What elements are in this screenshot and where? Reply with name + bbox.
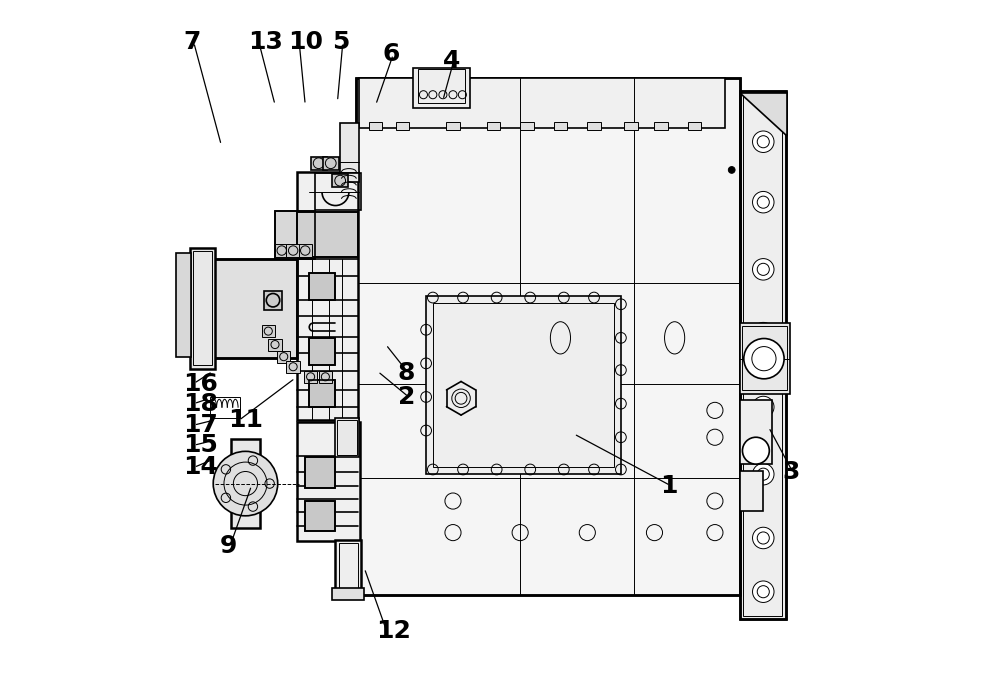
Bar	[275, 211, 315, 259]
Bar	[305, 458, 335, 488]
Bar	[520, 122, 534, 130]
Bar	[433, 303, 614, 468]
Bar	[311, 157, 327, 170]
Text: 16: 16	[183, 371, 218, 396]
Bar	[396, 122, 409, 130]
Bar	[309, 338, 335, 365]
Bar	[299, 244, 312, 257]
Bar	[262, 325, 275, 337]
Text: 12: 12	[376, 618, 411, 643]
Bar	[264, 291, 282, 310]
Bar	[297, 211, 358, 257]
Bar	[297, 211, 358, 257]
Bar	[426, 296, 621, 474]
Bar	[315, 174, 361, 210]
Bar	[332, 174, 348, 187]
Bar	[210, 397, 240, 419]
Bar	[688, 122, 701, 130]
Circle shape	[753, 191, 774, 213]
Bar	[309, 273, 335, 299]
Text: 13: 13	[248, 30, 283, 55]
Bar	[356, 78, 740, 595]
Circle shape	[742, 437, 769, 464]
Text: 2: 2	[398, 385, 415, 409]
Circle shape	[213, 452, 278, 516]
Bar	[335, 540, 361, 595]
Bar	[339, 543, 358, 592]
Bar	[275, 211, 315, 259]
Bar	[332, 588, 364, 600]
Bar	[305, 458, 335, 488]
Bar	[277, 351, 290, 363]
Bar	[297, 422, 360, 541]
Bar	[190, 248, 215, 369]
Text: 17: 17	[183, 413, 218, 437]
Bar	[740, 323, 790, 394]
Text: 6: 6	[382, 42, 400, 67]
Bar	[356, 78, 740, 595]
Circle shape	[753, 258, 774, 280]
Bar	[654, 122, 668, 130]
Bar	[231, 439, 260, 528]
Text: 11: 11	[228, 409, 263, 433]
Bar	[369, 122, 382, 130]
Bar	[554, 122, 567, 130]
Bar	[304, 371, 317, 383]
Bar	[335, 419, 359, 458]
Bar	[193, 251, 212, 365]
Bar	[210, 258, 297, 358]
Bar	[286, 361, 300, 373]
Circle shape	[753, 131, 774, 153]
Bar	[587, 122, 601, 130]
Bar	[210, 258, 297, 358]
Bar	[487, 122, 500, 130]
Bar	[446, 122, 460, 130]
Bar	[413, 68, 470, 108]
Bar	[309, 273, 335, 299]
Bar	[286, 244, 300, 257]
Circle shape	[753, 396, 774, 418]
Text: 1: 1	[660, 474, 677, 497]
Bar	[319, 371, 332, 383]
Bar	[740, 92, 786, 618]
Bar	[176, 252, 191, 357]
Bar	[309, 338, 335, 365]
Circle shape	[728, 167, 735, 174]
Text: 5: 5	[332, 30, 349, 55]
Bar	[624, 122, 638, 130]
Polygon shape	[740, 94, 787, 137]
Bar	[742, 326, 787, 390]
Bar	[740, 471, 763, 511]
Text: 9: 9	[219, 534, 237, 558]
Text: 14: 14	[183, 456, 218, 479]
Circle shape	[753, 322, 774, 344]
Circle shape	[753, 581, 774, 602]
Text: 15: 15	[183, 433, 218, 457]
Circle shape	[744, 339, 784, 379]
Bar	[268, 339, 282, 351]
Bar	[305, 501, 335, 531]
Bar	[305, 501, 335, 531]
Bar	[323, 157, 339, 170]
Bar	[337, 421, 357, 456]
Bar	[740, 400, 772, 464]
Bar	[309, 380, 335, 407]
Bar	[418, 69, 465, 103]
Bar	[309, 380, 335, 407]
Bar	[340, 123, 359, 182]
Bar	[740, 92, 786, 618]
Bar	[297, 172, 358, 421]
Circle shape	[753, 527, 774, 548]
Bar	[359, 78, 725, 129]
Text: 18: 18	[183, 392, 218, 416]
Text: 4: 4	[443, 49, 460, 73]
Text: 10: 10	[288, 30, 323, 55]
Circle shape	[753, 464, 774, 485]
Text: 7: 7	[183, 30, 200, 55]
Bar	[743, 94, 782, 616]
Text: 3: 3	[782, 460, 799, 484]
Text: 8: 8	[398, 361, 415, 386]
Bar	[275, 244, 288, 257]
